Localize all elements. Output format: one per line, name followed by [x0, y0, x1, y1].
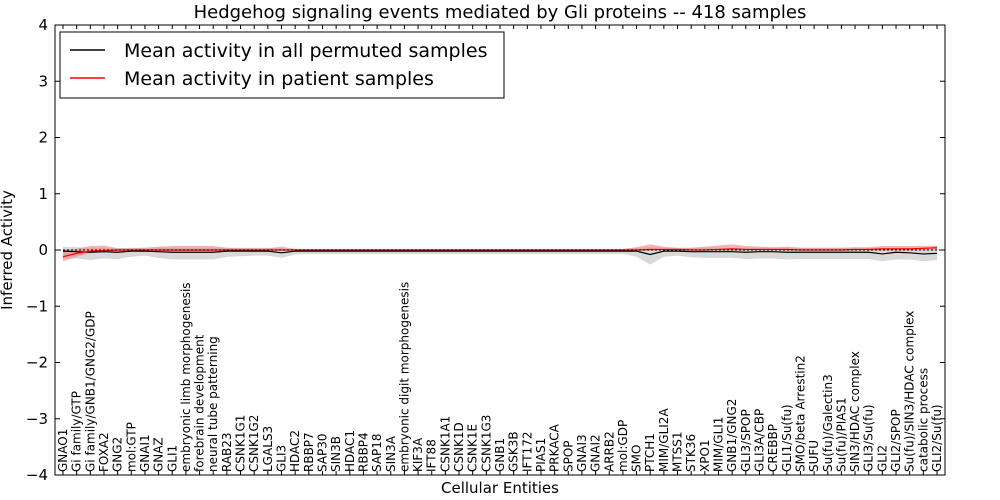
x-tick-label: GNB1/GNG2: [725, 399, 739, 472]
y-tick-label: −2: [26, 354, 48, 372]
y-tick-label: 4: [38, 16, 48, 34]
x-tick-label: LGALS3: [261, 426, 275, 472]
x-tick-label: SMO: [630, 445, 644, 472]
legend-label-patient: Mean activity in patient samples: [124, 68, 434, 90]
x-tick-label: GLI2/SPOP: [889, 409, 903, 472]
x-tick-label: SPOP: [561, 440, 575, 472]
legend: Mean activity in all permuted samples Me…: [59, 31, 505, 99]
x-tick-label: CSNK1D: [452, 422, 466, 472]
x-tick-label: SIN3B: [329, 436, 343, 472]
x-tick-label: Su(fu)/SIN3/HDAC complex: [903, 311, 917, 472]
x-tick-label: CREBBP: [766, 424, 780, 472]
x-axis-title: Cellular Entities: [441, 479, 559, 497]
y-tick-label: 3: [38, 72, 48, 90]
x-tick-label: MIM/GLI1: [712, 417, 726, 472]
x-tick-label: GNAI3: [575, 434, 589, 472]
x-tick-label: FOXA2: [97, 432, 111, 472]
y-tick-label: −4: [26, 466, 48, 484]
x-tick-label: Su(fu)/PIAS1: [834, 397, 848, 472]
band-patient: [63, 244, 937, 262]
x-tick-label: KIF3A: [411, 437, 425, 472]
y-tick-label: −1: [26, 297, 48, 315]
x-axis: GNAO1 Gi family/GTP Gi family/GNB1/GNG2/GD…: [56, 25, 944, 475]
x-tick-label: SIN3A: [384, 435, 398, 472]
x-tick-label: PRKACA: [548, 423, 562, 472]
x-tick-label: CSNK1A1: [438, 416, 452, 472]
x-tick-label: GLI3/SPOP: [739, 409, 753, 472]
y-tick-label: 0: [38, 241, 48, 259]
x-tick-label: XPO1: [698, 439, 712, 472]
y-tick-label: 2: [38, 129, 48, 147]
x-tick-label: GNAO1: [56, 429, 70, 472]
x-tick-label: GNG2: [111, 437, 125, 472]
y-tick-label: 1: [38, 185, 48, 203]
x-tick-label: GLI1/Su(fu): [780, 404, 794, 472]
x-tick-label: SAP18: [370, 433, 384, 472]
x-tick-label: Gi family/GTP: [70, 391, 84, 472]
x-tick-label: HDAC1: [343, 430, 357, 472]
x-tick-label: GNB1: [493, 438, 507, 472]
x-tick-label: RBBP7: [302, 432, 316, 472]
x-tick-label: GNAI2: [589, 434, 603, 472]
x-tick-label: neural tube patterning: [206, 336, 220, 472]
x-tick-label: embryonic limb morphogenesis: [179, 282, 193, 472]
x-tick-label: GNAI1: [138, 434, 152, 472]
x-tick-label: SAP30: [315, 433, 329, 472]
x-tick-label: forebrain development: [193, 334, 207, 472]
x-tick-label: Su(fu)/Galectin3: [821, 374, 835, 472]
x-tick-label: SMO/beta Arrestin2: [793, 355, 807, 472]
x-tick-label: GLI1: [165, 445, 179, 472]
line-permuted: [62, 250, 938, 256]
x-tick-label: CSNK1E: [466, 424, 480, 472]
x-tick-label: SUFU: [807, 440, 821, 472]
x-tick-label: CSNK1G1: [234, 415, 248, 472]
x-tick-label: embryonic digit morphogenesis: [397, 282, 411, 472]
x-tick-label: MTSS1: [671, 431, 685, 472]
x-tick-label: MIM/GLI2A: [657, 408, 671, 472]
x-tick-label: CSNK1G2: [247, 415, 261, 472]
x-tick-label: GLI3/Su(fu): [862, 404, 876, 472]
x-tick-label: PTCH1: [643, 433, 657, 472]
x-tick-label: HDAC2: [288, 430, 302, 472]
y-axis: −4 −3 −2 −1 0 1 2 3 4: [26, 16, 945, 484]
x-tick-label: GSK3B: [507, 431, 521, 472]
x-tick-label: GLI3: [275, 445, 289, 472]
x-tick-label: GLI2/Su(fu): [930, 404, 944, 472]
x-tick-label: PIAS1: [534, 438, 548, 472]
x-tick-label: RAB23: [220, 432, 234, 472]
x-tick-label: SIN3/HDAC complex: [848, 351, 862, 472]
legend-box: [59, 31, 505, 99]
x-tick-label: mol:GDP: [616, 420, 630, 472]
x-tick-label: GLI2: [875, 445, 889, 472]
x-tick-label: mol:GTP: [124, 422, 138, 472]
chart-title: Hedgehog signaling events mediated by Gl…: [194, 2, 807, 23]
x-tick-label: Gi family/GNB1/GNG2/GDP: [83, 311, 97, 472]
legend-label-permuted: Mean activity in all permuted samples: [124, 40, 487, 62]
y-axis-title: Inferred Activity: [0, 190, 16, 310]
x-tick-label: IFT88: [425, 439, 439, 472]
x-tick-label: STK36: [684, 434, 698, 472]
x-tick-label: GLI3A/CBP: [752, 409, 766, 472]
x-tick-label: catabolic process: [916, 368, 930, 472]
x-tick-label: RBBP4: [356, 432, 370, 472]
x-tick-label: GNAZ: [152, 437, 166, 472]
x-tick-label: IFT172: [520, 432, 534, 472]
x-tick-label: CSNK1G3: [479, 415, 493, 472]
y-tick-label: −3: [26, 410, 48, 428]
x-tick-label: ARRB2: [602, 431, 616, 472]
